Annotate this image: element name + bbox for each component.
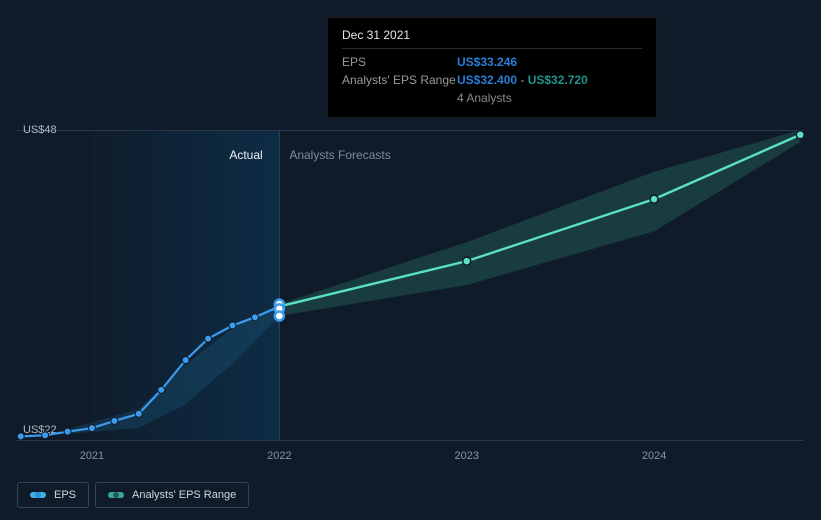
x-axis-label: 2023 bbox=[454, 450, 478, 462]
chart-legend: EPS Analysts' EPS Range bbox=[17, 482, 249, 508]
legend-item-eps[interactable]: EPS bbox=[17, 482, 89, 508]
chart-svg[interactable] bbox=[17, 130, 804, 440]
legend-label: EPS bbox=[54, 489, 76, 501]
tooltip-label: Analysts' EPS Range bbox=[342, 73, 457, 87]
tooltip-value: US$33.246 bbox=[457, 55, 517, 69]
x-axis-label: 2021 bbox=[80, 450, 104, 462]
gridline-bottom bbox=[17, 440, 804, 441]
legend-item-range[interactable]: Analysts' EPS Range bbox=[95, 482, 249, 508]
tooltip-row-range: Analysts' EPS Range US$32.400 - US$32.72… bbox=[342, 71, 642, 89]
tooltip-analyst-count: 4 Analysts bbox=[457, 91, 642, 105]
legend-label: Analysts' EPS Range bbox=[132, 489, 236, 501]
tooltip-range-hi: US$32.720 bbox=[528, 73, 588, 87]
chart-tooltip: Dec 31 2021 EPS US$33.246 Analysts' EPS … bbox=[327, 17, 657, 118]
tooltip-date: Dec 31 2021 bbox=[342, 28, 642, 42]
legend-swatch-icon bbox=[30, 492, 46, 498]
tooltip-range-sep: - bbox=[517, 73, 528, 87]
tooltip-label: EPS bbox=[342, 55, 457, 69]
tooltip-row-eps: EPS US$33.246 bbox=[342, 53, 642, 71]
x-axis-label: 2024 bbox=[642, 450, 666, 462]
legend-swatch-icon bbox=[108, 492, 124, 498]
x-axis-label: 2022 bbox=[267, 450, 291, 462]
tooltip-range-lo: US$32.400 bbox=[457, 73, 517, 87]
